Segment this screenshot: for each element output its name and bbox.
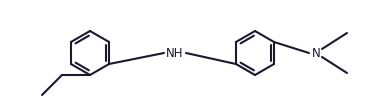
Text: NH: NH [166, 47, 184, 59]
Text: N: N [312, 47, 320, 59]
